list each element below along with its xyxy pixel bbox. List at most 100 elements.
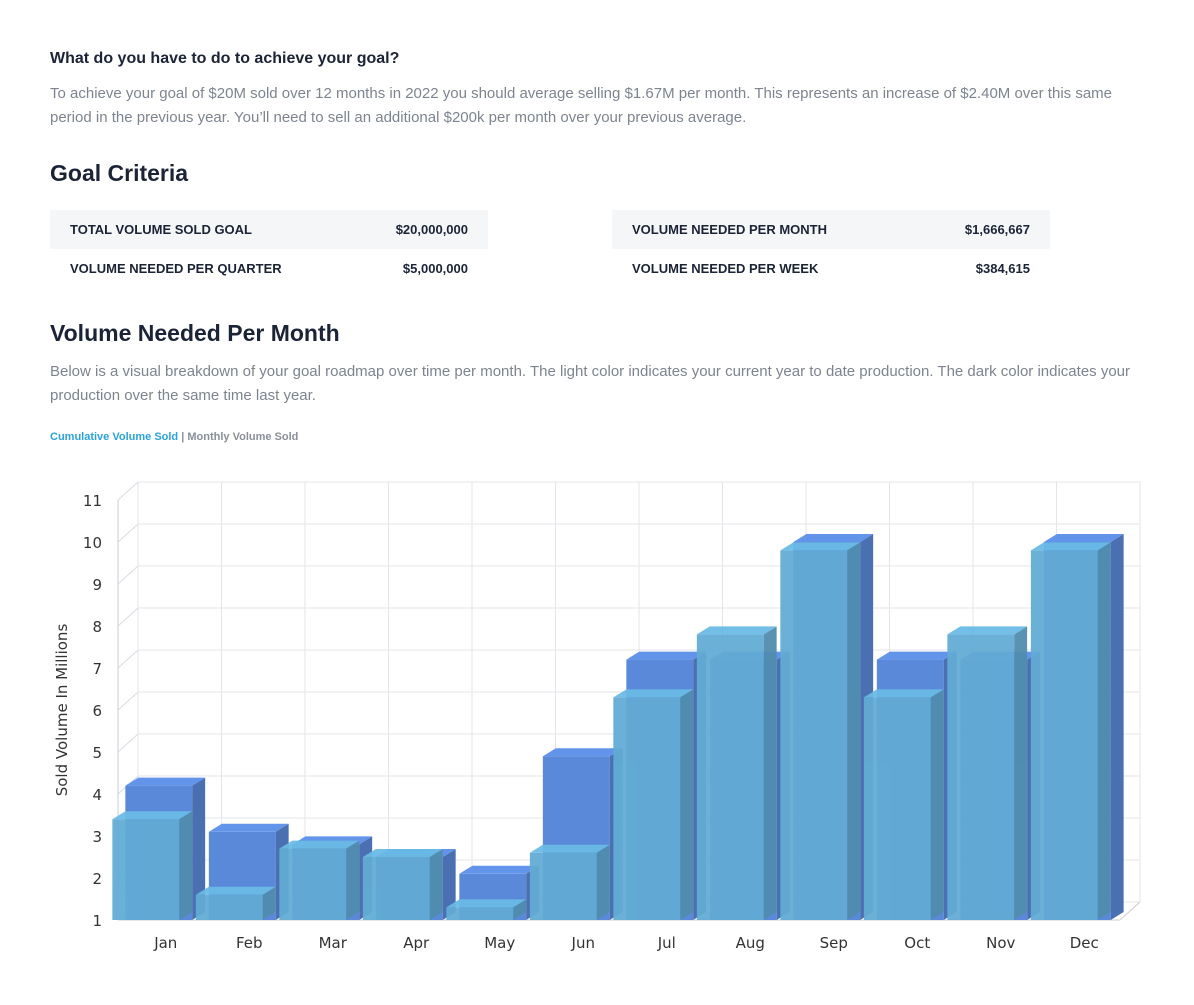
- criteria-table-right: VOLUME NEEDED PER MONTH $1,666,667 VOLUM…: [612, 210, 1050, 288]
- bar-top: [112, 811, 193, 820]
- bar-side: [429, 849, 443, 920]
- bar-side: [1110, 534, 1124, 920]
- x-tick-label: Aug: [736, 934, 765, 952]
- bar-top: [459, 865, 540, 874]
- bar-top: [696, 626, 777, 635]
- y-axis-ticks: 1 2 3 4 5 6 7 8 9 10 11: [83, 492, 102, 930]
- x-tick-label: Apr: [403, 934, 430, 952]
- bar-current-year: [947, 626, 1028, 920]
- y-tick-label: 7: [92, 660, 102, 678]
- bar-current-year: [1030, 542, 1111, 920]
- y-tick-label: 9: [92, 576, 102, 594]
- gridline-diagonal: [117, 691, 139, 711]
- y-tick-label: 8: [92, 618, 102, 636]
- y-tick-label: 3: [92, 828, 102, 846]
- bar-top: [613, 689, 694, 698]
- bar-front: [696, 634, 764, 920]
- criteria-row: VOLUME NEEDED PER QUARTER $5,000,000: [50, 249, 488, 288]
- x-tick-label: Jan: [153, 934, 177, 952]
- bar-front: [780, 550, 848, 920]
- bar-side: [1097, 542, 1111, 920]
- bar-front: [112, 819, 180, 920]
- gridline-diagonal: [117, 565, 139, 585]
- bar-top: [947, 626, 1028, 635]
- bar-top: [195, 886, 276, 895]
- gridline-diagonal: [117, 523, 139, 543]
- bar-top: [542, 748, 623, 757]
- bar-front: [529, 852, 597, 920]
- bar-side: [513, 899, 527, 920]
- criteria-label: TOTAL VOLUME SOLD GOAL: [70, 222, 252, 237]
- bar-side: [179, 811, 193, 920]
- bar-top: [1030, 542, 1111, 551]
- y-tick-label: 5: [92, 744, 102, 762]
- bar-side: [262, 886, 276, 920]
- goal-question-title: What do you have to do to achieve your g…: [50, 50, 400, 67]
- bar-top: [626, 651, 707, 660]
- volume-needed-description: Below is a visual breakdown of your goal…: [50, 363, 1131, 404]
- bar-side: [1014, 626, 1028, 920]
- x-tick-label: Oct: [904, 934, 930, 952]
- criteria-label: VOLUME NEEDED PER WEEK: [632, 261, 819, 276]
- x-tick-label: Feb: [236, 934, 263, 952]
- y-tick-label: 2: [92, 870, 102, 888]
- bar-current-year: [112, 811, 193, 920]
- goal-question-text: To achieve your goal of $20M sold over 1…: [50, 85, 1112, 126]
- criteria-value: $1,666,667: [964, 222, 1030, 237]
- toggle-cumulative[interactable]: Cumulative Volume Sold: [50, 431, 179, 443]
- bar-top: [1043, 534, 1124, 542]
- bar-current-year: [863, 689, 944, 920]
- bar-top: [279, 840, 360, 849]
- bar-front: [1030, 550, 1098, 920]
- gridline-diagonal: [117, 649, 139, 669]
- x-tick-label: Dec: [1070, 934, 1099, 952]
- y-tick-label: 4: [92, 786, 102, 804]
- bar-side: [930, 689, 944, 920]
- gridline-diagonal: [117, 481, 139, 501]
- toggle-monthly[interactable]: Monthly Volume Sold: [187, 431, 299, 443]
- bar-current-year: [529, 844, 610, 920]
- bar-current-year: [195, 886, 276, 920]
- y-tick-label: 6: [92, 702, 102, 720]
- criteria-label: VOLUME NEEDED PER QUARTER: [70, 261, 282, 276]
- bar-front: [195, 894, 263, 920]
- y-tick-label: 1: [92, 912, 102, 930]
- bar-top: [780, 542, 861, 551]
- chart-view-toggles: Cumulative Volume Sold | Monthly Volume …: [50, 431, 298, 443]
- bar-top: [208, 823, 289, 832]
- x-axis-ticks: Jan Feb Mar Apr May Jun Jul Aug Sep Oct Nov Dec: [153, 934, 1099, 952]
- bar-front: [613, 697, 681, 920]
- bar-current-year: [362, 849, 443, 920]
- x-tick-label: Jun: [571, 934, 595, 952]
- criteria-row: TOTAL VOLUME SOLD GOAL $20,000,000: [50, 210, 488, 249]
- bar-current-year: [279, 840, 360, 920]
- bar-front: [446, 907, 514, 920]
- criteria-value: $5,000,000: [402, 261, 468, 276]
- toggle-separator: |: [178, 431, 188, 443]
- x-tick-label: Mar: [319, 934, 348, 952]
- x-tick-label: Nov: [986, 934, 1015, 952]
- bar-top: [793, 534, 874, 542]
- bar-side: [596, 844, 610, 920]
- y-tick-label: 11: [83, 492, 102, 510]
- x-tick-label: May: [484, 934, 515, 952]
- criteria-table-left: TOTAL VOLUME SOLD GOAL $20,000,000 VOLUM…: [50, 210, 488, 288]
- bar-front: [362, 857, 430, 920]
- bar-top: [125, 777, 206, 786]
- bar-side: [192, 777, 206, 920]
- criteria-value: $20,000,000: [395, 222, 468, 237]
- bar-side: [763, 626, 777, 920]
- y-tick-label: 10: [83, 534, 102, 552]
- x-tick-label: Sep: [820, 934, 848, 952]
- bar-top: [863, 689, 944, 698]
- bar-top: [876, 651, 957, 660]
- criteria-label: VOLUME NEEDED PER MONTH: [632, 222, 828, 237]
- bar-top: [362, 849, 443, 857]
- bar-current-year: [696, 626, 777, 920]
- gridline-diagonal: [117, 607, 139, 627]
- bar-front: [863, 697, 931, 920]
- bar-current-year: [780, 542, 861, 920]
- bar-current-year: [613, 689, 694, 920]
- bar-front: [279, 848, 347, 920]
